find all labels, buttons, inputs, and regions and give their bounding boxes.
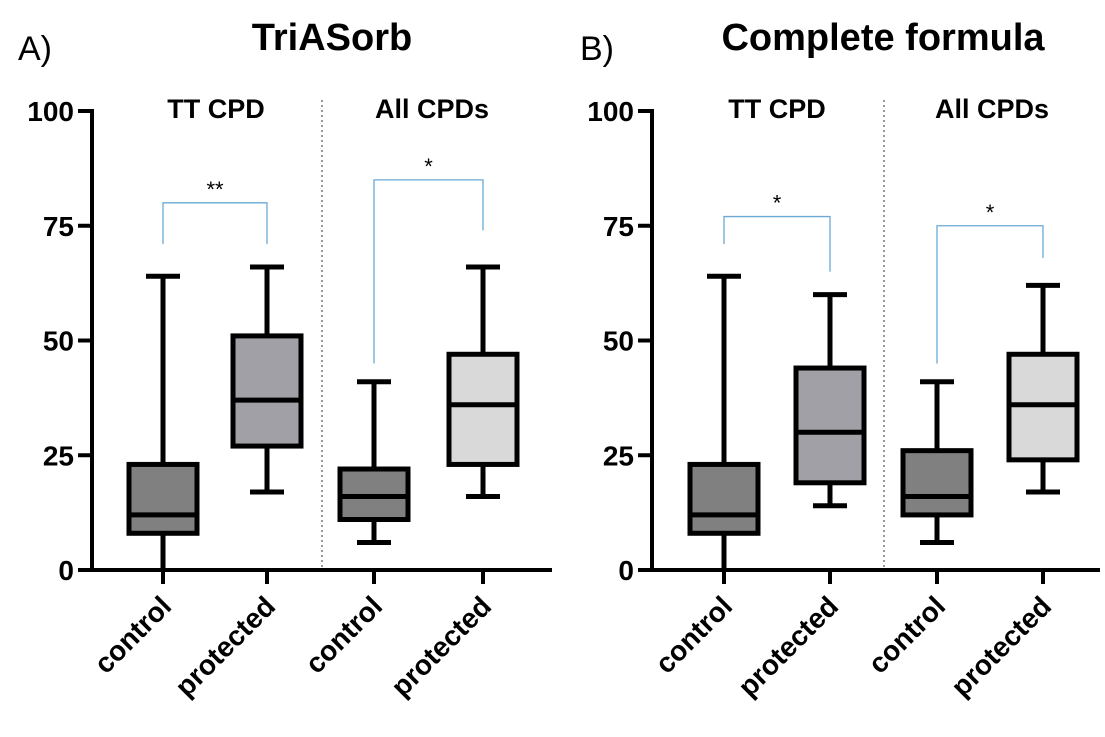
y-tick-label: 50 <box>43 326 74 357</box>
y-tick-label: 0 <box>58 555 74 586</box>
y-tick-label: 100 <box>27 96 74 127</box>
box-iqr <box>230 333 304 449</box>
y-tick-label: 25 <box>43 440 74 471</box>
x-category-label: control <box>649 590 738 679</box>
significance-label: * <box>986 200 995 225</box>
panel-b: B) Complete formula TT CPD All CPDs 0 25 50 75 1… <box>580 17 1100 702</box>
panel-letter: B) <box>580 30 614 68</box>
group-label: TT CPD <box>167 94 265 124</box>
group-label: All CPDs <box>375 94 489 124</box>
y-tick-label: 0 <box>618 555 634 586</box>
box-protected <box>446 264 520 500</box>
x-category-label: control <box>299 590 388 679</box>
significance-label: * <box>773 191 782 216</box>
significance-bracket <box>936 225 1044 364</box>
group-label: TT CPD <box>728 94 826 124</box>
y-tick-label: 100 <box>587 96 634 127</box>
box-control <box>126 273 200 570</box>
y-tick-label: 25 <box>603 440 634 471</box>
x-category-label: protected <box>385 590 497 702</box>
panel-title: Complete formula <box>721 17 1045 59</box>
y-tick-label: 50 <box>603 326 634 357</box>
box-iqr <box>687 461 761 536</box>
x-category-label: control <box>88 590 177 679</box>
panel-letter: A) <box>18 30 52 68</box>
panel-a: A) TriASorb TT CPD All CPDs 0 25 50 75 100 contro… <box>18 17 552 702</box>
box-control <box>337 379 411 545</box>
box-iqr <box>126 461 200 536</box>
box-iqr <box>900 448 974 518</box>
group-label: All CPDs <box>935 94 1049 124</box>
box-protected <box>1006 282 1080 495</box>
x-category-label: protected <box>169 590 281 702</box>
box-iqr <box>793 365 867 486</box>
significance-label: ** <box>206 177 224 202</box>
y-tick-label: 75 <box>43 211 74 242</box>
significance-bracket <box>162 202 268 245</box>
box-control <box>687 273 761 570</box>
box-protected <box>793 292 867 509</box>
significance-bracket <box>373 179 484 364</box>
x-category-label: control <box>862 590 951 679</box>
panel-title: TriASorb <box>252 17 412 59</box>
y-tick-label: 75 <box>603 211 634 242</box>
x-category-label: protected <box>732 590 844 702</box>
box-control <box>900 379 974 545</box>
box-protected <box>230 264 304 495</box>
box-iqr <box>446 351 520 467</box>
significance-label: * <box>424 154 433 179</box>
x-category-label: protected <box>945 590 1057 702</box>
significance-bracket <box>723 215 831 272</box>
